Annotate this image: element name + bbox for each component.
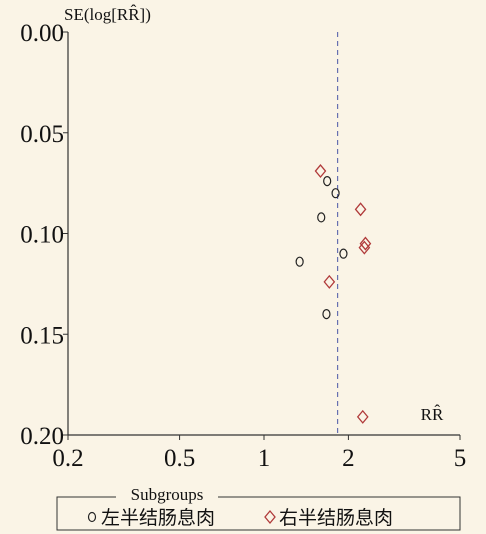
y-tick-label: 0.05 xyxy=(20,121,64,148)
diamond-point xyxy=(323,274,336,289)
x-axis-label: RR̂ xyxy=(421,405,444,424)
circle-point xyxy=(323,176,332,187)
y-tick-label: 0.15 xyxy=(20,322,64,349)
legend-label: 右半结肠息肉 xyxy=(279,507,393,529)
circle-point xyxy=(295,256,304,267)
diamond-point xyxy=(314,164,327,179)
circle-point xyxy=(317,212,326,223)
legend-box xyxy=(56,496,461,531)
x-tick-label: 1 xyxy=(258,445,271,472)
diamond-point xyxy=(358,240,371,255)
legend-title: Subgroups xyxy=(131,485,204,504)
y-tick-label: 0.00 xyxy=(20,20,64,47)
diamond-point xyxy=(356,409,369,424)
diamond-point xyxy=(359,236,372,251)
x-tick-label: 5 xyxy=(454,445,467,472)
y-axis-label: SE(log[RR̂]) xyxy=(64,5,151,24)
legend-marker xyxy=(87,511,97,523)
x-tick-label: 0.5 xyxy=(164,445,195,472)
x-tick-label: 0.2 xyxy=(52,445,83,472)
circle-point xyxy=(331,188,340,199)
legend-title-gap xyxy=(116,490,218,504)
x-tick-label: 2 xyxy=(342,445,355,472)
diamond-point xyxy=(354,202,367,217)
y-tick-label: 0.20 xyxy=(20,423,64,450)
circle-point xyxy=(339,248,348,259)
circle-point xyxy=(322,309,331,320)
legend-label: 左半结肠息肉 xyxy=(101,507,215,529)
y-tick-label: 0.10 xyxy=(20,222,64,249)
legend-marker xyxy=(264,509,276,525)
